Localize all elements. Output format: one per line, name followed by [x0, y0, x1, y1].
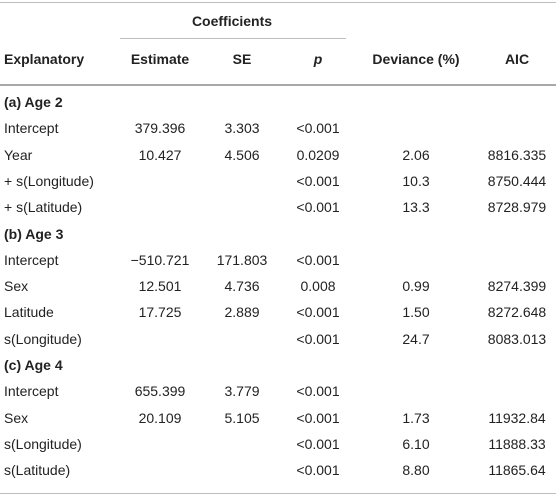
cell-deviance: 1.50: [402, 304, 430, 321]
cell-explanatory: + s(Latitude): [4, 199, 83, 216]
cell-se: 5.105: [224, 409, 260, 426]
cell-p: <0.001: [296, 462, 340, 479]
cell-se: 4.736: [224, 278, 260, 295]
cell-deviance: 10.3: [402, 172, 430, 189]
cell-aic: 8274.399: [487, 278, 547, 295]
cell-p: <0.001: [296, 251, 340, 268]
cell-p: <0.001: [296, 435, 340, 452]
cell-deviance: 2.06: [402, 146, 430, 163]
cell-explanatory: Sex: [4, 278, 29, 295]
cell-se: 4.506: [224, 146, 260, 163]
cell-aic: 8272.648: [487, 304, 547, 321]
cell-p: 0.0209: [296, 146, 340, 163]
column-header-deviance: Deviance (%): [372, 51, 460, 67]
coefficients-group-header: Coefficients: [191, 13, 273, 29]
cell-explanatory: Sex: [4, 409, 29, 426]
cell-explanatory: + s(Longitude): [4, 172, 94, 189]
cell-aic: 8750.444: [487, 172, 547, 189]
cell-se: 3.779: [224, 383, 260, 400]
cell-explanatory: s(Latitude): [4, 462, 71, 479]
section-title: (a) Age 2: [4, 94, 63, 110]
cell-p: <0.001: [296, 383, 340, 400]
cell-deviance: 8.80: [402, 462, 430, 479]
cell-explanatory: s(Longitude): [4, 330, 82, 347]
cell-se: 2.889: [224, 304, 260, 321]
column-header-estimate: Estimate: [130, 51, 190, 67]
cell-aic: 11865.64: [488, 462, 546, 479]
cell-aic: 8816.335: [487, 146, 547, 163]
cell-estimate: 12.501: [138, 278, 182, 295]
cell-explanatory: Latitude: [4, 304, 54, 321]
cell-explanatory: Intercept: [4, 383, 59, 400]
cell-explanatory: Intercept: [4, 120, 59, 137]
cell-estimate: 655.399: [134, 383, 186, 400]
cell-se: 3.303: [224, 120, 260, 137]
column-header-explanatory: Explanatory: [4, 51, 85, 67]
header-rule: [0, 84, 556, 86]
section-title: (c) Age 4: [4, 357, 63, 373]
cell-estimate: 17.725: [138, 304, 182, 321]
cell-p: <0.001: [296, 199, 340, 216]
cell-aic: 11932.84: [488, 409, 546, 426]
bottom-rule: [0, 493, 556, 494]
cell-p: 0.008: [300, 278, 336, 295]
section-title: (b) Age 3: [4, 225, 64, 242]
cell-explanatory: Year: [4, 146, 33, 163]
cell-p: <0.001: [296, 172, 340, 189]
cell-deviance: 0.99: [402, 278, 430, 295]
cell-estimate: −510.721: [130, 251, 190, 268]
cell-aic: 8083.013: [487, 330, 547, 347]
coefficients-underline: [120, 38, 346, 39]
cell-deviance: 13.3: [402, 199, 430, 216]
cell-aic: 11888.33: [488, 435, 546, 452]
cell-estimate: 10.427: [138, 146, 182, 163]
cell-deviance: 6.10: [402, 435, 430, 452]
cell-p: <0.001: [296, 120, 340, 137]
column-header-se: SE: [232, 51, 252, 67]
column-header-p: p: [313, 51, 323, 67]
cell-estimate: 379.396: [134, 120, 186, 137]
cell-explanatory: s(Longitude): [4, 435, 82, 452]
cell-estimate: 20.109: [138, 409, 182, 426]
cell-explanatory: Intercept: [4, 251, 59, 268]
cell-p: <0.001: [296, 304, 340, 321]
cell-p: <0.001: [296, 409, 340, 426]
top-rule: [0, 2, 556, 3]
cell-p: <0.001: [296, 330, 340, 347]
column-header-aic: AIC: [504, 51, 530, 67]
cell-deviance: 24.7: [402, 330, 430, 347]
cell-se: 171.803: [216, 251, 268, 268]
cell-deviance: 1.73: [402, 409, 430, 426]
cell-aic: 8728.979: [487, 199, 547, 216]
